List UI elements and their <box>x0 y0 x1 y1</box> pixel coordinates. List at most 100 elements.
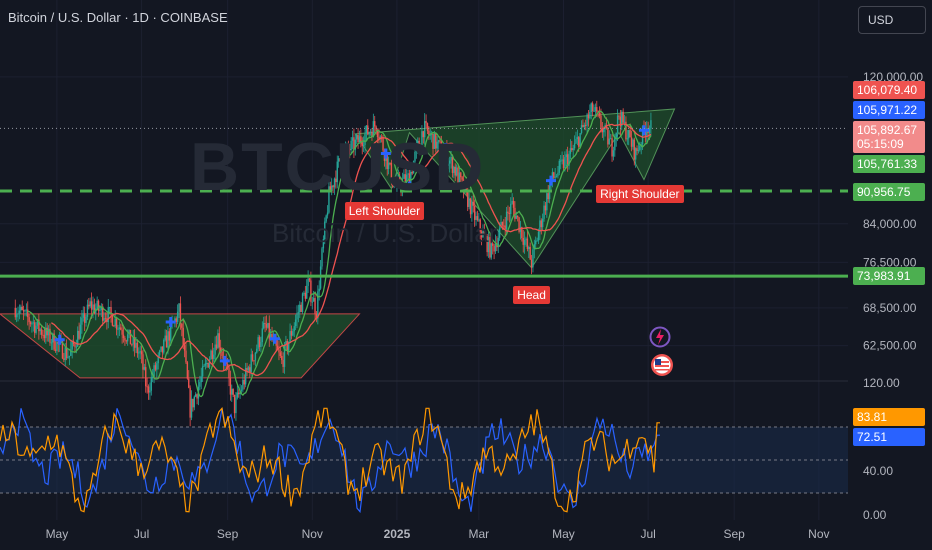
price-badge: 105,761.33 <box>853 155 925 173</box>
candle-body <box>176 311 179 322</box>
candle-body <box>479 219 481 232</box>
candle-body <box>458 172 461 184</box>
candle-body <box>584 124 587 126</box>
candle-body <box>56 341 58 351</box>
candle-body <box>286 341 288 351</box>
candle-body <box>632 139 634 147</box>
candle-body <box>436 141 438 149</box>
candle-body <box>232 388 234 395</box>
candle-body <box>553 172 555 178</box>
candle-body <box>554 176 556 178</box>
candle-body <box>128 329 130 335</box>
candle-body <box>329 186 332 192</box>
candle-body <box>331 185 333 192</box>
candle-body <box>181 323 183 328</box>
candle-body <box>340 160 343 164</box>
time-axis-tick: Nov <box>808 527 829 541</box>
candle-body <box>633 139 635 160</box>
candle-body <box>231 388 233 395</box>
candle-body <box>200 376 202 383</box>
cross-marker <box>269 333 280 344</box>
candle-body <box>15 314 18 318</box>
candle-body <box>600 115 602 128</box>
candle-body <box>360 136 362 143</box>
candle-body <box>261 328 264 343</box>
candle-body <box>39 329 41 332</box>
candle-body <box>156 363 158 370</box>
candle-body <box>254 352 257 361</box>
candle-body <box>558 160 561 173</box>
candle-body <box>593 110 595 112</box>
candle-body <box>561 159 563 161</box>
candle-body <box>233 394 236 414</box>
candle-body <box>117 328 119 330</box>
candle-body <box>590 103 592 112</box>
candle-body <box>471 201 473 215</box>
candle-body <box>129 329 132 345</box>
price-axis-tick: 62,500.00 <box>863 339 917 353</box>
candle-body <box>482 231 484 238</box>
candle-body <box>562 159 565 169</box>
candle-body <box>546 193 548 211</box>
candle-body <box>480 231 483 238</box>
candle-body <box>367 125 369 135</box>
candle-body <box>133 336 136 348</box>
candle-body <box>300 304 302 312</box>
oscillator-d-line <box>0 406 660 513</box>
candle-body <box>38 319 40 332</box>
candle-body <box>170 321 172 341</box>
candle-body <box>497 237 499 248</box>
sparkle-icon[interactable] <box>648 326 672 348</box>
candle-body <box>268 323 270 339</box>
cross-marker <box>219 355 230 366</box>
candle-body <box>572 148 574 151</box>
pattern-annotation: Left Shoulder <box>344 201 425 220</box>
candle-body <box>583 124 586 128</box>
candle-body <box>199 382 201 387</box>
candle-body <box>603 128 605 133</box>
candle-body <box>386 153 388 169</box>
candle-body <box>258 337 261 348</box>
candle-body <box>389 162 391 164</box>
candle-body <box>282 360 284 367</box>
candle-body <box>351 137 354 141</box>
candle-body <box>89 301 91 307</box>
ma-fast-line <box>27 110 652 398</box>
candle-body <box>126 334 129 342</box>
candle-body <box>29 322 32 325</box>
candle-body <box>217 333 219 349</box>
candle-body <box>396 177 398 186</box>
candle-body <box>537 231 540 241</box>
candle-body <box>22 309 25 312</box>
candle-body <box>111 314 114 326</box>
us-flag-icon[interactable] <box>650 353 674 377</box>
candle-body <box>443 152 445 156</box>
candle-body <box>81 317 83 325</box>
candle-body <box>158 350 161 356</box>
candle-body <box>473 205 476 220</box>
candle-body <box>568 153 570 166</box>
candle-body <box>494 243 497 252</box>
candle-body <box>326 212 329 216</box>
candle-body <box>505 211 508 229</box>
candle-body <box>337 158 340 162</box>
oscillator-axis-tick: 40.00 <box>863 464 893 478</box>
candle-body <box>579 133 581 147</box>
candle-body <box>175 318 177 322</box>
candle-body <box>439 140 441 142</box>
candle-body <box>147 386 150 393</box>
candle-body <box>310 280 312 302</box>
candle-body <box>31 323 33 325</box>
candle-body <box>153 365 155 377</box>
candle-body <box>276 345 279 350</box>
candle-body <box>630 137 633 147</box>
candle-body <box>355 134 358 140</box>
candle-body <box>616 115 619 133</box>
candle-body <box>365 125 368 134</box>
candle-body <box>215 344 218 349</box>
candle-body <box>53 333 55 350</box>
candle-body <box>168 331 171 341</box>
currency-button[interactable]: USD <box>858 6 926 34</box>
candle-body <box>487 237 490 253</box>
